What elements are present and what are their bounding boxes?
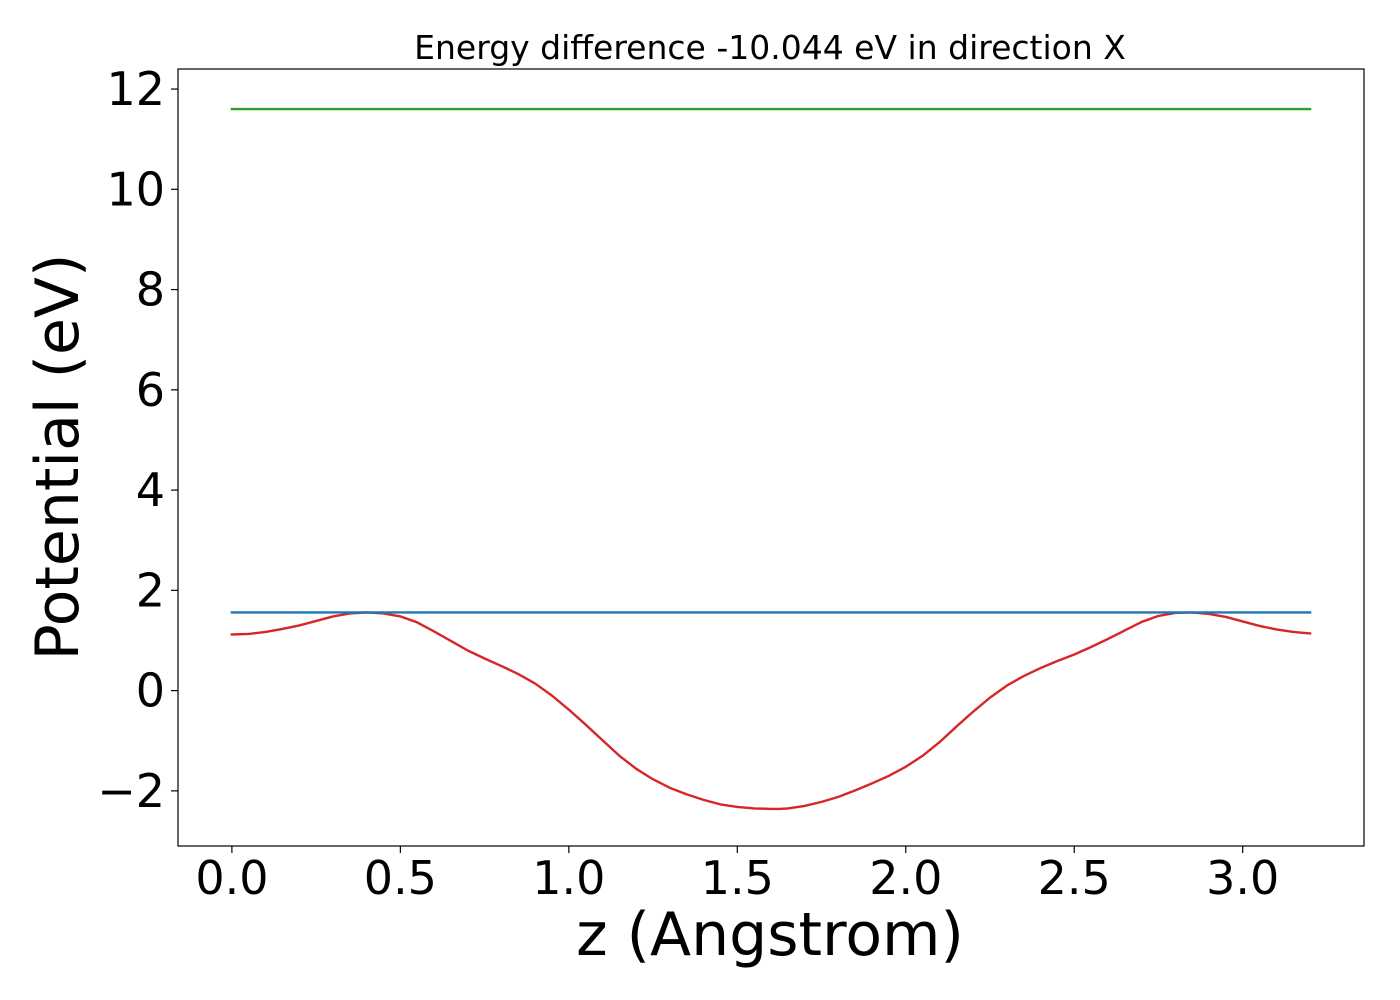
y-axis: −2 0 2 4 6 8 10 12 <box>97 62 178 818</box>
y-tick-label: 6 <box>136 363 165 417</box>
x-tick-label: 2.5 <box>1038 851 1111 905</box>
series-layer <box>230 107 1312 811</box>
x-axis-label: z (Angstrom) <box>576 900 964 970</box>
y-tick-label: −2 <box>97 764 165 818</box>
x-tick-label: 3.0 <box>1206 851 1279 905</box>
x-tick-label: 0.0 <box>195 851 268 905</box>
chart-title: Energy difference -10.044 eV in directio… <box>414 28 1126 67</box>
y-tick-label: 0 <box>136 664 165 718</box>
y-tick-label: 10 <box>106 162 165 216</box>
y-axis-label: Potential (eV) <box>23 254 93 661</box>
x-axis: 0.0 0.5 1.0 1.5 2.0 2.5 3.0 <box>195 846 1279 905</box>
y-tick-label: 4 <box>136 463 165 517</box>
x-tick-label: 2.0 <box>869 851 942 905</box>
y-tick-label: 8 <box>136 263 165 317</box>
x-tick-label: 1.0 <box>532 851 605 905</box>
x-tick-label: 0.5 <box>364 851 437 905</box>
y-tick-label: 2 <box>136 563 165 617</box>
plot-frame <box>177 68 1365 847</box>
x-tick-label: 1.5 <box>701 851 774 905</box>
y-tick-label: 12 <box>106 62 165 116</box>
series-line-1 <box>230 611 1312 811</box>
